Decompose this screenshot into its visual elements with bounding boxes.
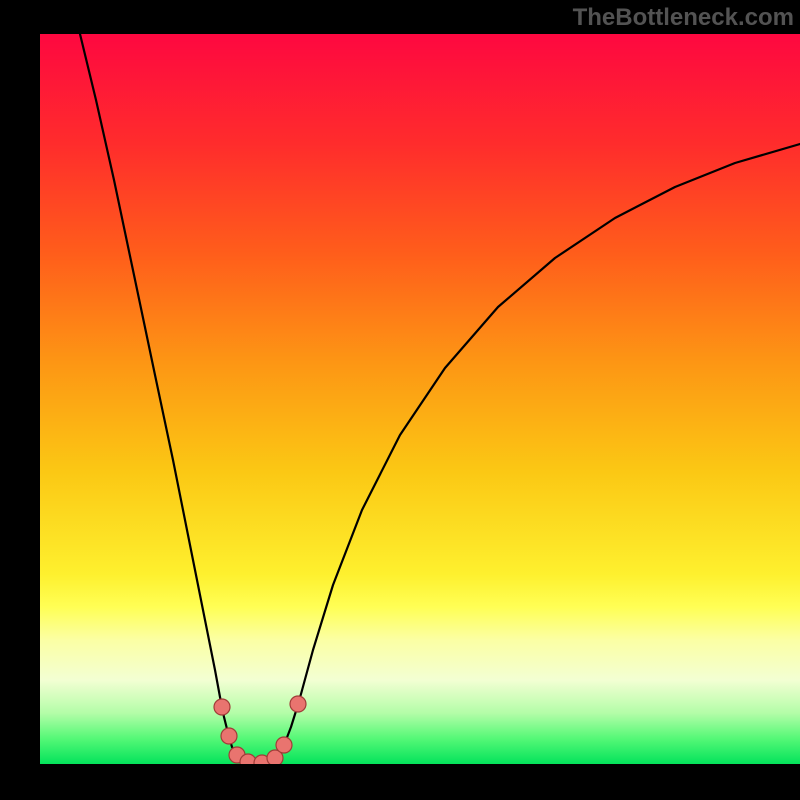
marker-point xyxy=(221,728,237,744)
watermark-text: TheBottleneck.com xyxy=(573,4,794,32)
marker-point xyxy=(276,737,292,753)
marker-point xyxy=(290,696,306,712)
bottleneck-chart xyxy=(0,0,800,800)
plot-gradient-background xyxy=(40,34,800,764)
marker-point xyxy=(214,699,230,715)
